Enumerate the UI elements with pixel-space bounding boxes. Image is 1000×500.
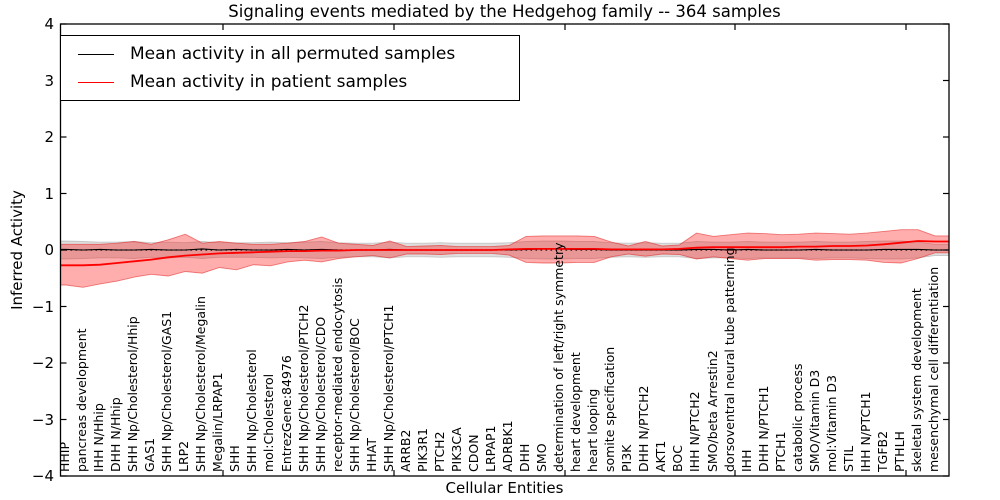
y-tick-label: 2 (44, 128, 54, 146)
x-category-label: GAS1 (142, 437, 158, 472)
x-axis-label: Cellular Entities (445, 479, 564, 497)
x-category-label: BOC (670, 445, 686, 472)
legend-label: Mean activity in patient samples (130, 72, 408, 92)
x-category-label: PTCH2 (431, 431, 447, 472)
black-line-icon (78, 53, 114, 55)
y-tick-label: −2 (31, 354, 54, 372)
x-category-label: IHH N/Hhip (91, 403, 107, 472)
legend-label: Mean activity in all permuted samples (130, 44, 456, 64)
x-category-label: receptor-mediated endocytosis (329, 277, 345, 472)
x-category-label: mesenchymal cell differentiation (926, 266, 942, 472)
x-category-label: HHAT (363, 437, 379, 472)
x-category-label: SHH Np/Cholesterol/Megalin (193, 296, 209, 472)
red-line-icon (78, 81, 114, 83)
x-category-label: PIK3R1 (414, 427, 430, 472)
legend-entry-patient: Mean activity in patient samples (61, 72, 519, 92)
x-category-label: ARRB2 (397, 429, 413, 472)
x-category-label: IHH (738, 449, 754, 473)
patient-mean-line (60, 240, 949, 267)
x-category-label: TGFB2 (874, 430, 890, 472)
x-category-label: pancreas development (74, 328, 90, 472)
x-category-label: ADRBK1 (500, 420, 516, 472)
y-tick-label: −1 (31, 297, 54, 316)
x-category-label: determination of left/right symmetry (551, 242, 567, 473)
x-category-label: DHH N/PTCH2 (636, 385, 652, 472)
x-category-label: LRP2 (176, 440, 192, 472)
x-category-label: dorsoventral neural tube patterning (721, 247, 737, 473)
x-category-label: somite specification (602, 346, 618, 472)
y-tick-label: 3 (44, 71, 54, 90)
x-category-label: PTHLH (891, 431, 907, 472)
x-category-label: SHH Np/Cholesterol/BOC (346, 318, 362, 472)
x-category-label: DHH (517, 443, 533, 472)
y-tick-label: 0 (44, 241, 54, 259)
x-category-label: SHH Np/Cholesterol/PTCH2 (295, 304, 311, 473)
x-category-label: IHH N/PTCH1 (857, 391, 873, 472)
y-tick-label: 4 (44, 15, 54, 33)
x-category-label: heart development (568, 352, 584, 472)
x-category-label: SHH Np/Cholesterol/PTCH1 (380, 304, 396, 473)
x-category-label: IHH N/PTCH2 (687, 391, 703, 472)
x-category-label: AKT1 (653, 440, 669, 472)
x-category-label: LRPAP1 (483, 425, 498, 472)
y-tick-label: −3 (31, 410, 54, 429)
legend-entry-permuted: Mean activity in all permuted samples (61, 44, 519, 64)
x-category-label: DHH N/PTCH1 (755, 385, 771, 472)
x-category-label: PTCH1 (772, 431, 788, 472)
x-category-label: PI3K (619, 444, 635, 472)
x-category-label: catabolic process (789, 363, 805, 472)
x-category-label: mol:Vitamin D3 (823, 375, 839, 472)
x-category-label: SMO (534, 443, 550, 472)
x-category-label: mol:Cholesterol (261, 373, 277, 472)
chart-title: Signaling events mediated by the Hedgeho… (228, 2, 781, 21)
x-category-label: SHH Np/Cholesterol/Hhip (125, 316, 141, 472)
x-category-label: skeletal system development (909, 288, 924, 472)
x-category-label: heart looping (585, 388, 601, 472)
legend: Mean activity in all permuted samples Me… (60, 35, 520, 101)
y-tick-label: −4 (31, 467, 54, 485)
x-category-label: SHH (227, 445, 243, 472)
patient-std-band (60, 229, 950, 288)
x-category-label: SHH Np/Cholesterol (244, 349, 260, 472)
x-category-label: SHH Np/Cholesterol/CDO (312, 316, 328, 472)
x-category-label: PIK3CA (448, 427, 464, 472)
x-category-label: SHH Np/Cholesterol/GAS1 (159, 310, 175, 472)
x-category-label: CDON (465, 434, 481, 472)
x-category-label: DHH N/Hhip (108, 397, 124, 472)
x-category-label: SMO/Vitamin D3 (806, 369, 822, 472)
x-category-label: EntrezGene:84976 (278, 355, 294, 472)
x-category-label: HHIP (57, 441, 72, 472)
x-category-label: SMO/beta Arrestin2 (704, 350, 720, 472)
x-category-label: Megalin/LRPAP1 (210, 372, 226, 472)
y-tick-label: 1 (44, 184, 54, 203)
x-category-label: STIL (840, 445, 856, 472)
